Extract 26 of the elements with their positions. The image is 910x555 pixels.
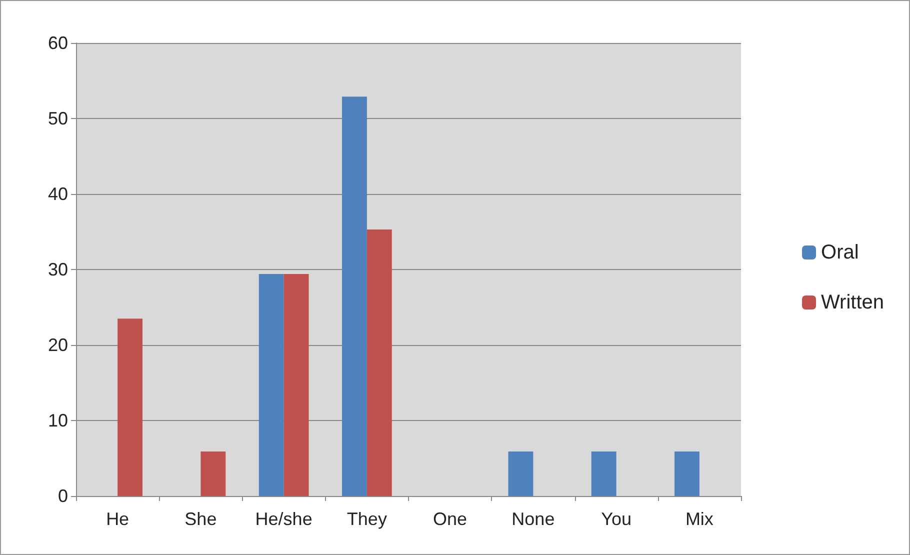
- bar: [342, 96, 367, 496]
- y-tick-label: 10: [48, 410, 68, 430]
- x-tick-label: She: [184, 509, 217, 529]
- bar: [284, 274, 309, 496]
- x-tick-label: You: [601, 509, 632, 529]
- y-tick-label: 40: [48, 184, 68, 204]
- x-tick-label: He/she: [255, 509, 312, 529]
- bar: [200, 451, 226, 496]
- bar: [258, 274, 284, 496]
- bar: [508, 451, 534, 496]
- bar: [591, 451, 616, 496]
- x-tick-label: None: [512, 509, 555, 529]
- y-tick-label: 50: [48, 108, 68, 128]
- x-tick-label: He: [106, 509, 130, 529]
- y-tick-label: 60: [48, 33, 68, 53]
- y-tick-label: 0: [58, 486, 68, 506]
- legend-label: Oral: [821, 242, 859, 264]
- x-tick-label: They: [346, 509, 387, 529]
- bar: [118, 318, 142, 496]
- bar: [366, 229, 392, 496]
- legend-label: Written: [821, 292, 884, 314]
- x-tick-label: One: [433, 509, 468, 529]
- x-tick-label: Mix: [685, 509, 714, 529]
- y-tick-label: 20: [48, 335, 68, 355]
- bar: [674, 451, 700, 496]
- y-tick-label: 30: [48, 260, 68, 280]
